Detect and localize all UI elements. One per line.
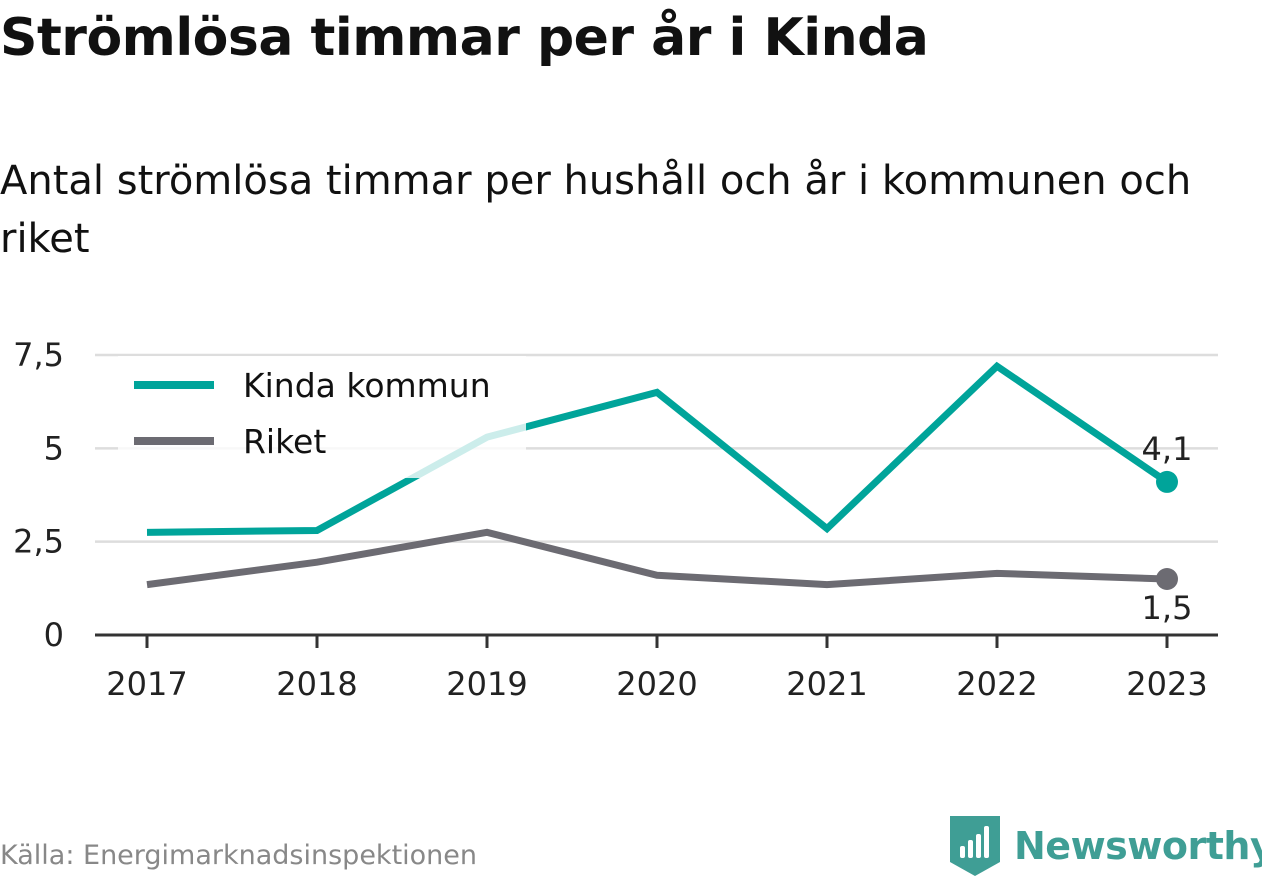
newsworthy-logo-icon bbox=[950, 816, 1000, 876]
chart-title: Strömlösa timmar per år i Kinda bbox=[0, 8, 929, 68]
series-line-riket bbox=[146, 528, 1168, 589]
x-tick-label: 2018 bbox=[276, 665, 357, 703]
end-point-kinda bbox=[1156, 470, 1178, 493]
x-tick-label: 2017 bbox=[106, 665, 187, 703]
legend-label-riket: Riket bbox=[243, 422, 326, 461]
series-lines: 4,1 1,5 bbox=[146, 361, 1193, 627]
axes: 0 2,5 5 7,5 2017 2018 2019 2020 2021 2022 2023 bbox=[13, 336, 1218, 703]
x-tick-label: 2023 bbox=[1126, 665, 1207, 703]
series-line-kinda bbox=[146, 361, 1169, 536]
data-label-riket-2023: 1,5 bbox=[1142, 589, 1193, 627]
brand-name: Newsworthy bbox=[1014, 824, 1262, 868]
line-chart: 4,1 1,5 Kinda kommun Riket 0 2,5 5 7,5 2017 20… bbox=[13, 336, 1218, 703]
y-tick-label: 0 bbox=[44, 616, 64, 654]
y-tick-label: 2,5 bbox=[13, 523, 64, 561]
x-tick-label: 2020 bbox=[616, 665, 697, 703]
brand-logo: Newsworthy bbox=[950, 816, 1262, 876]
data-label-kinda-2023: 4,1 bbox=[1142, 430, 1193, 468]
legend: Kinda kommun Riket bbox=[118, 356, 526, 478]
legend-label-kinda: Kinda kommun bbox=[243, 366, 491, 405]
end-point-riket bbox=[1156, 568, 1178, 590]
x-tick-label: 2021 bbox=[786, 665, 867, 703]
chart-subtitle: Antal strömlösa timmar per hushåll och å… bbox=[0, 158, 1192, 262]
x-tick-label: 2019 bbox=[446, 665, 527, 703]
source-note: Källa: Energimarknadsinspektionen bbox=[0, 840, 478, 871]
y-tick-label: 5 bbox=[44, 429, 64, 467]
legend-background bbox=[118, 356, 526, 478]
y-tick-label: 7,5 bbox=[13, 336, 64, 374]
x-tick-label: 2022 bbox=[956, 665, 1037, 703]
